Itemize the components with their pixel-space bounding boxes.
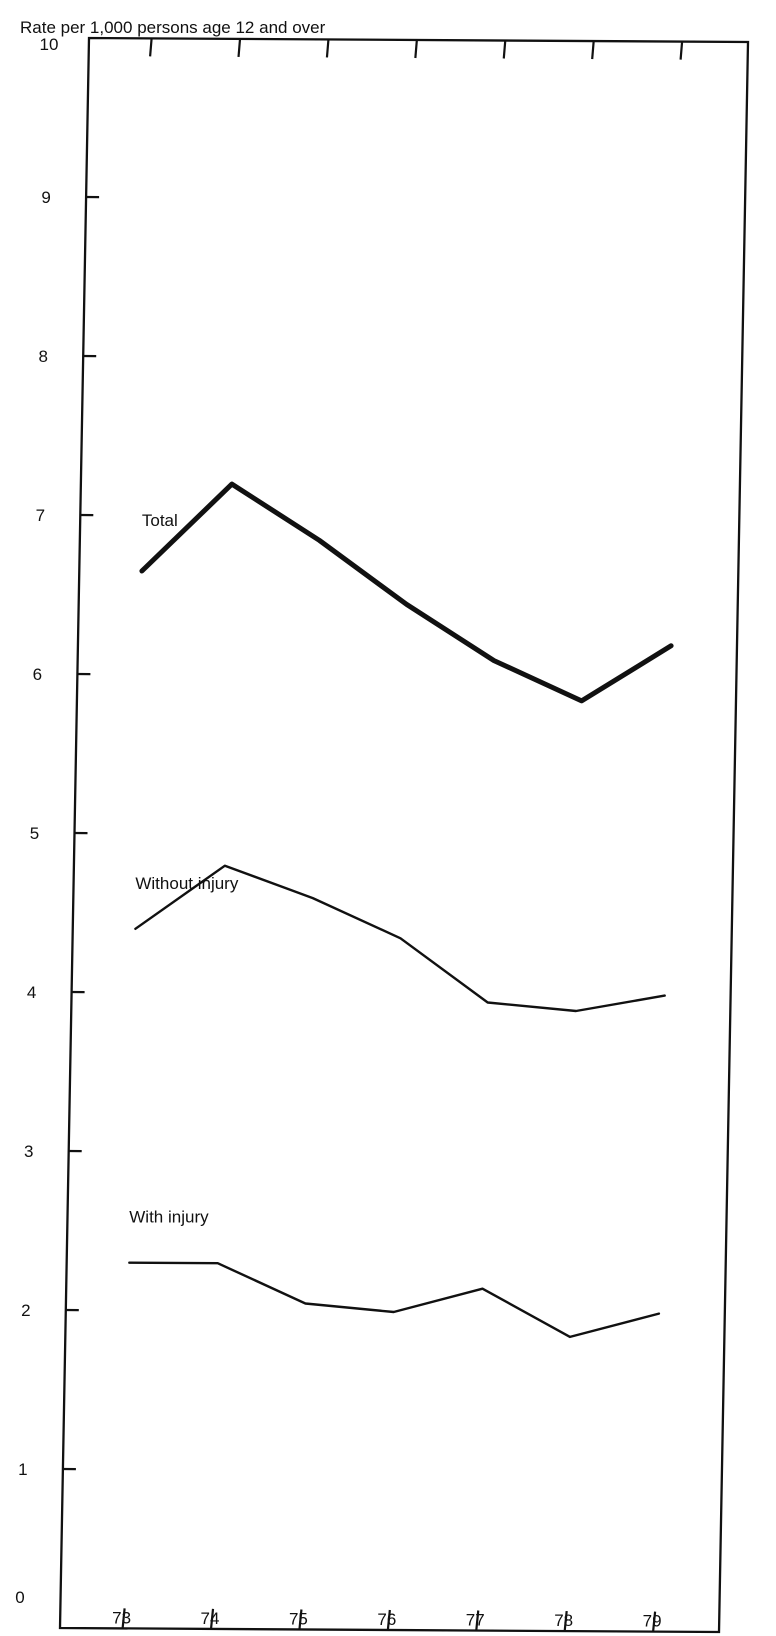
bottom-x-tick-78	[563, 1610, 568, 1632]
x-tick-label-79: 79	[643, 1612, 662, 1631]
y-tick-label-9: 9	[41, 188, 50, 207]
bottom-x-tick-73	[121, 1608, 126, 1629]
top-x-tick-76	[414, 39, 418, 59]
point-without-injury-76	[400, 938, 401, 939]
top-x-tick-73	[149, 38, 153, 57]
point-with-injury-73	[129, 1262, 130, 1263]
point-total-76	[406, 604, 408, 606]
y-tick-label-8: 8	[38, 347, 47, 366]
x-tick-label-73: 73	[112, 1608, 131, 1627]
series-lines	[128, 481, 674, 1339]
y-tick-label-10: 10	[40, 35, 59, 54]
top-x-tick-78	[591, 40, 595, 60]
point-with-injury-77	[482, 1288, 483, 1289]
point-total-75	[318, 539, 320, 541]
x-tick-label-76: 76	[377, 1610, 396, 1629]
point-with-injury-75	[305, 1303, 306, 1304]
top-x-tick-79	[679, 41, 684, 60]
axis-ticks	[62, 38, 684, 1632]
bottom-x-tick-76	[386, 1609, 391, 1631]
y-tick-label-1: 1	[18, 1460, 27, 1479]
point-total-79	[670, 645, 672, 647]
y-tick-label-2: 2	[21, 1301, 30, 1320]
series-label-total: Total	[142, 511, 178, 530]
point-without-injury-73	[135, 928, 136, 929]
point-total-78	[581, 700, 583, 702]
y-tick-label-6: 6	[33, 665, 42, 684]
point-total-77	[493, 660, 495, 662]
point-with-injury-79	[658, 1313, 659, 1314]
top-x-tick-74	[237, 38, 242, 58]
y-tick-label-5: 5	[30, 824, 39, 843]
top-x-tick-77	[502, 40, 507, 59]
bottom-x-tick-79	[652, 1611, 657, 1632]
series-line-total	[139, 481, 674, 704]
y-tick-label-4: 4	[27, 983, 36, 1002]
point-with-injury-74	[217, 1263, 218, 1264]
point-without-injury-79	[664, 995, 665, 996]
y-tick-label-7: 7	[36, 506, 45, 525]
point-without-injury-74	[224, 865, 225, 866]
series-label-with-injury: With injury	[129, 1208, 209, 1227]
chart-plot-frame	[58, 36, 750, 1634]
x-tick-label-78: 78	[554, 1611, 573, 1630]
top-x-tick-75	[325, 39, 330, 58]
point-without-injury-78	[575, 1010, 576, 1011]
bottom-x-tick-74	[209, 1608, 215, 1630]
y-tick-label-3: 3	[24, 1142, 33, 1161]
point-total-74	[231, 483, 233, 485]
series-line-without-injury	[134, 864, 666, 1013]
point-without-injury-75	[312, 897, 313, 898]
bottom-x-tick-75	[298, 1609, 303, 1630]
x-tick-label-74: 74	[201, 1609, 220, 1628]
point-with-injury-76	[393, 1311, 394, 1312]
x-tick-label-75: 75	[289, 1609, 308, 1628]
chart-frame	[58, 36, 750, 1634]
point-total-73	[141, 570, 143, 572]
series-label-without-injury: Without injury	[135, 874, 238, 893]
bottom-x-tick-77	[475, 1610, 480, 1631]
y-tick-label-0: 0	[15, 1588, 24, 1607]
y-axis-title: Rate per 1,000 persons age 12 and over	[20, 18, 326, 37]
point-with-injury-78	[569, 1336, 570, 1337]
point-without-injury-77	[487, 1002, 488, 1003]
x-tick-label-77: 77	[466, 1611, 485, 1630]
series-line-with-injury	[128, 1261, 661, 1339]
